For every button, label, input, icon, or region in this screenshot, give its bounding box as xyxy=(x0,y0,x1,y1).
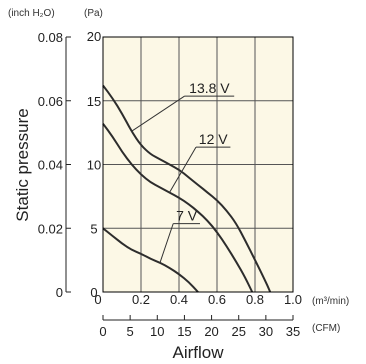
cfm-tick-label: 30 xyxy=(259,324,273,339)
y-tick-label-inch: 0.08 xyxy=(38,30,63,45)
x-tick-label-m3: 0.6 xyxy=(208,292,226,307)
y-axis-label: Static pressure xyxy=(13,108,32,221)
series-line xyxy=(102,84,272,293)
cfm-tick-label: 25 xyxy=(231,324,245,339)
left-axis-unit: (inch H₂O) xyxy=(8,8,55,19)
series-line xyxy=(102,227,199,293)
x-tick-label-m3: 0.2 xyxy=(132,292,150,307)
cfm-tick-label: 35 xyxy=(286,324,300,339)
plot-frame xyxy=(102,36,294,293)
series-line xyxy=(102,123,254,293)
series-label: 7 V xyxy=(176,208,198,224)
cfm-tick-label: 0 xyxy=(99,324,106,339)
series-label-leader xyxy=(169,146,197,193)
x-unit-label: (m³/min) xyxy=(312,296,349,307)
series-label-leader xyxy=(131,95,185,132)
grid xyxy=(103,37,293,292)
y-tick-label-pa: 10 xyxy=(87,158,101,173)
y-tick-label-pa: 5 xyxy=(90,221,97,236)
x-tick-label-m3: 0.4 xyxy=(170,292,188,307)
y-tick-label-pa: 0 xyxy=(90,285,97,300)
y-tick-label-inch: 0.02 xyxy=(38,221,63,236)
series-label: 12 V xyxy=(199,131,228,147)
series-labels: 13.8 V 12 V 7 V xyxy=(131,80,235,263)
cfm-unit-label: (CFM) xyxy=(312,323,340,334)
cfm-tick-label: 15 xyxy=(177,324,191,339)
plot-axis-unit: (Pa) xyxy=(84,8,103,19)
series-label-leader xyxy=(159,223,174,263)
ticks: 0 0.2 0.4 0.6 0.8 1.0 0 5 10 15 20 0 0.02 0.04 0.06 0.0… xyxy=(38,29,302,339)
y-tick-label-inch: 0.06 xyxy=(38,94,63,109)
series-label: 13.8 V xyxy=(189,80,230,96)
y-tick-label-inch: 0 xyxy=(56,285,63,300)
cfm-tick-label: 20 xyxy=(204,324,218,339)
y-tick-label-pa: 20 xyxy=(87,29,101,44)
x-axis-label: Airflow xyxy=(172,343,224,362)
x-tick-label-m3: 0.8 xyxy=(246,292,264,307)
x-tick-label-m3: 0 xyxy=(94,292,101,307)
y-tick-label-inch: 0.04 xyxy=(38,158,63,173)
x-tick-label-m3: 1.0 xyxy=(284,292,302,307)
y-tick-label-pa: 15 xyxy=(87,94,101,109)
curves xyxy=(102,84,272,293)
cfm-tick-label: 5 xyxy=(127,324,134,339)
cfm-tick-label: 10 xyxy=(150,324,164,339)
